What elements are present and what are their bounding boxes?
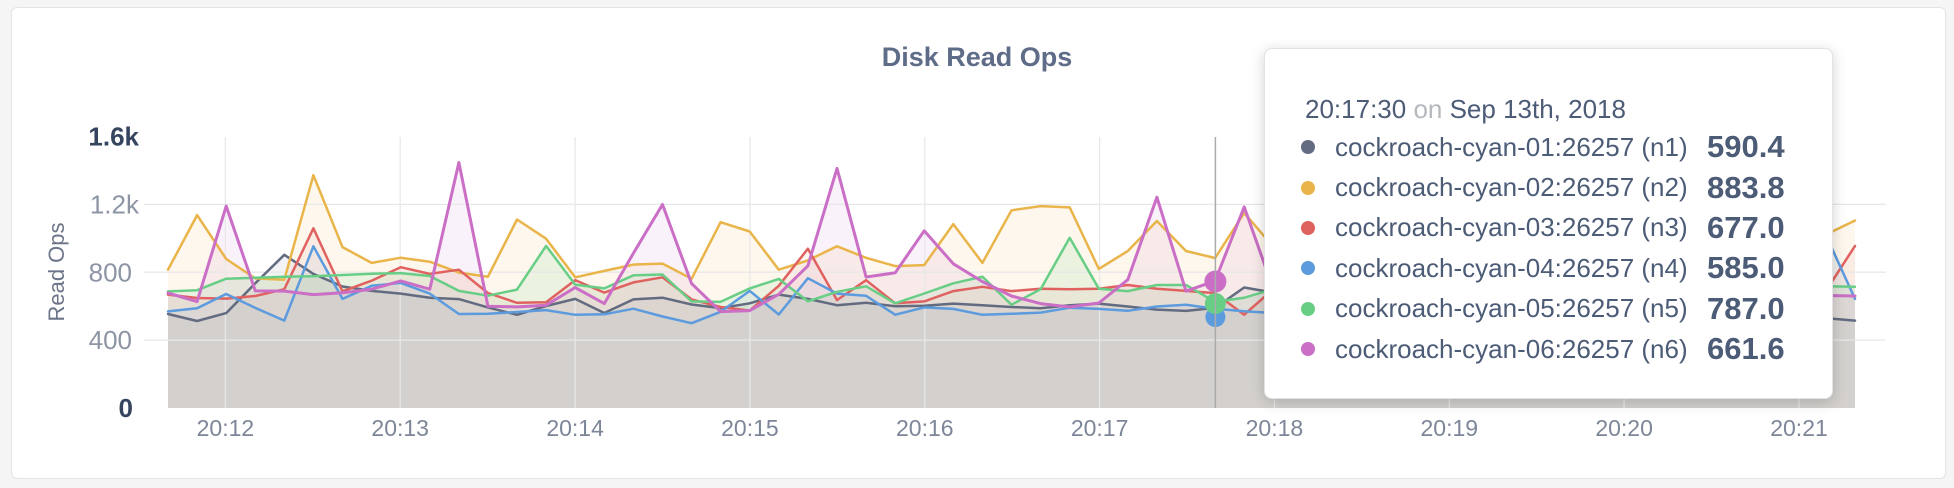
svg-text:20:21: 20:21 — [1770, 415, 1828, 441]
svg-text:20:16: 20:16 — [896, 415, 954, 441]
svg-text:800: 800 — [89, 257, 132, 287]
svg-text:20:13: 20:13 — [371, 415, 429, 441]
svg-text:20:17: 20:17 — [1071, 415, 1129, 441]
svg-text:400: 400 — [89, 325, 132, 355]
svg-text:1.2k: 1.2k — [90, 189, 140, 219]
svg-text:0: 0 — [119, 393, 133, 423]
svg-text:20:20: 20:20 — [1595, 415, 1653, 441]
svg-text:20:12: 20:12 — [197, 415, 255, 441]
svg-text:20:14: 20:14 — [546, 415, 604, 441]
svg-text:20:15: 20:15 — [721, 415, 779, 441]
svg-text:20:18: 20:18 — [1246, 415, 1304, 441]
svg-text:20:19: 20:19 — [1421, 415, 1479, 441]
svg-text:1.6k: 1.6k — [88, 122, 139, 152]
